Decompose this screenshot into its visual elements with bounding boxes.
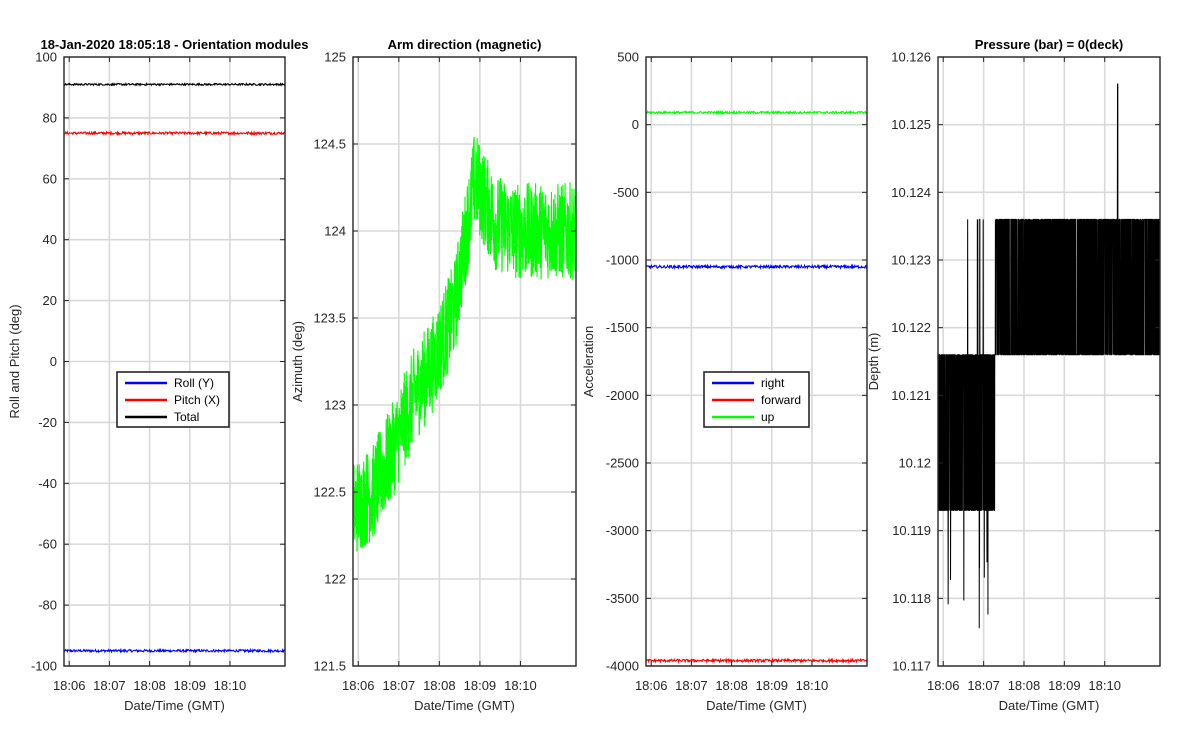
y-axis-label: Roll and Pitch (deg) bbox=[7, 304, 22, 418]
y-tick-label: 122 bbox=[324, 572, 346, 587]
y-tick-label: 10.123 bbox=[891, 253, 931, 268]
legend: right forward up bbox=[703, 371, 810, 428]
x-tick-label: 18:09 bbox=[1048, 678, 1081, 693]
legend-label: Roll (Y) bbox=[174, 376, 214, 390]
x-tick-label: 18:07 bbox=[675, 678, 708, 693]
x-tick-label: 18:07 bbox=[383, 678, 416, 693]
x-tick-label: 18:07 bbox=[93, 678, 126, 693]
y-tick-label: 40 bbox=[43, 232, 57, 247]
y-tick-label: 10.122 bbox=[891, 320, 931, 335]
y-tick-label: 10.121 bbox=[891, 388, 931, 403]
y-tick-label: 122.5 bbox=[313, 485, 346, 500]
y-tick-label: 10.118 bbox=[892, 591, 931, 606]
series-line-total bbox=[64, 82, 285, 87]
legend-label: forward bbox=[761, 393, 801, 407]
x-tick-label: 18:06 bbox=[635, 678, 668, 693]
x-tick-label: 18:06 bbox=[927, 678, 960, 693]
x-tick-label: 18:10 bbox=[796, 678, 829, 693]
series-line-up bbox=[646, 109, 867, 116]
x-tick-label: 18:06 bbox=[342, 678, 375, 693]
y-tick-label: 10.125 bbox=[891, 117, 931, 132]
y-tick-label: -2000 bbox=[606, 388, 639, 403]
series-line-azimuth bbox=[353, 136, 576, 552]
axes-box bbox=[645, 56, 868, 667]
y-tick-label: 80 bbox=[43, 110, 57, 125]
chart-1: 18:06 18:07 18:08 18:09 18:10 -100 -80 -60 -40 -2… bbox=[7, 37, 309, 713]
y-axis-label: Depth (m) bbox=[866, 333, 881, 391]
y-tick-label: 10.117 bbox=[892, 659, 931, 674]
y-tick-label: -1000 bbox=[606, 253, 639, 268]
y-tick-label: 60 bbox=[43, 171, 57, 186]
y-tick-label: 124 bbox=[324, 224, 346, 239]
x-tick-label: 18:08 bbox=[423, 678, 456, 693]
y-tick-label: 10.126 bbox=[891, 50, 931, 65]
y-tick-label: 123 bbox=[324, 398, 346, 413]
x-tick-label: 18:10 bbox=[504, 678, 537, 693]
x-tick-label: 18:09 bbox=[173, 678, 206, 693]
legend-label: right bbox=[761, 376, 785, 390]
legend-label: up bbox=[761, 410, 775, 424]
plot-area bbox=[64, 82, 285, 654]
y-tick-label: -40 bbox=[38, 476, 57, 491]
y-axis-label: Azimuth (deg) bbox=[290, 321, 305, 402]
x-tick-label: 18:09 bbox=[464, 678, 497, 693]
y-tick-label: -80 bbox=[38, 598, 57, 613]
y-tick-label: -20 bbox=[38, 415, 57, 430]
y-axis-label: Acceleration bbox=[581, 326, 596, 398]
y-tick-label: 10.119 bbox=[892, 523, 931, 538]
x-axis-label: Date/Time (GMT) bbox=[414, 698, 515, 713]
x-axis-label: Date/Time (GMT) bbox=[706, 698, 807, 713]
y-tick-label: 0 bbox=[50, 354, 57, 369]
x-tick-label: 18:06 bbox=[53, 678, 86, 693]
y-tick-label: -500 bbox=[613, 185, 639, 200]
y-tick-label: -2500 bbox=[606, 456, 639, 471]
y-tick-label: 500 bbox=[617, 50, 639, 65]
x-axis-label: Date/Time (GMT) bbox=[124, 698, 225, 713]
y-tick-label: -1500 bbox=[606, 320, 639, 335]
series-line-depth bbox=[938, 83, 1160, 629]
series-line-right bbox=[646, 263, 867, 271]
x-tick-label: 18:10 bbox=[214, 678, 247, 693]
y-tick-label: 121.5 bbox=[313, 659, 346, 674]
y-tick-label: 0 bbox=[632, 117, 639, 132]
axes-box bbox=[937, 56, 1161, 667]
y-tick-label: -3000 bbox=[606, 523, 639, 538]
y-tick-label: 125 bbox=[324, 50, 346, 65]
y-tick-label: -4000 bbox=[606, 659, 639, 674]
series-line-pitch-x bbox=[64, 129, 285, 137]
x-tick-label: 18:10 bbox=[1088, 678, 1121, 693]
chart-title: Pressure (bar) = 0(deck) bbox=[975, 37, 1123, 52]
y-tick-label: 123.5 bbox=[313, 311, 346, 326]
x-tick-label: 18:08 bbox=[1008, 678, 1041, 693]
x-tick-label: 18:08 bbox=[715, 678, 748, 693]
y-tick-label: -3500 bbox=[606, 591, 639, 606]
series-line-roll-y bbox=[64, 647, 285, 654]
x-tick-label: 18:07 bbox=[967, 678, 1000, 693]
plot-area bbox=[938, 83, 1160, 629]
y-tick-label: 10.124 bbox=[891, 185, 931, 200]
x-tick-label: 18:09 bbox=[755, 678, 788, 693]
chart-4: 18:06 18:07 18:08 18:09 18:10 10.117 10.118 10.… bbox=[866, 37, 1161, 713]
x-tick-label: 18:08 bbox=[133, 678, 166, 693]
axes-box bbox=[352, 56, 577, 667]
chart-3: 18:06 18:07 18:08 18:09 18:10 -4000 -3500 -3000… bbox=[581, 50, 868, 713]
chart-title: 18-Jan-2020 18:05:18 - Orientation modul… bbox=[40, 37, 308, 52]
y-tick-label: 10.12 bbox=[898, 456, 931, 471]
y-tick-label: 100 bbox=[35, 50, 57, 65]
y-tick-label: -60 bbox=[38, 537, 57, 552]
y-tick-label: -100 bbox=[31, 659, 57, 674]
chart-2: 18:06 18:07 18:08 18:09 18:10 121.5 122 122.5 12… bbox=[290, 37, 577, 713]
legend-label: Pitch (X) bbox=[174, 393, 220, 407]
legend-label: Total bbox=[174, 410, 199, 424]
x-axis-label: Date/Time (GMT) bbox=[999, 698, 1100, 713]
y-tick-label: 20 bbox=[43, 293, 57, 308]
series-line-forward bbox=[646, 657, 867, 665]
y-tick-label: 124.5 bbox=[313, 137, 346, 152]
chart-title: Arm direction (magnetic) bbox=[388, 37, 542, 52]
plot-area bbox=[353, 136, 576, 552]
plot-area bbox=[646, 109, 867, 665]
legend: Roll (Y) Pitch (X) Total bbox=[116, 371, 230, 428]
